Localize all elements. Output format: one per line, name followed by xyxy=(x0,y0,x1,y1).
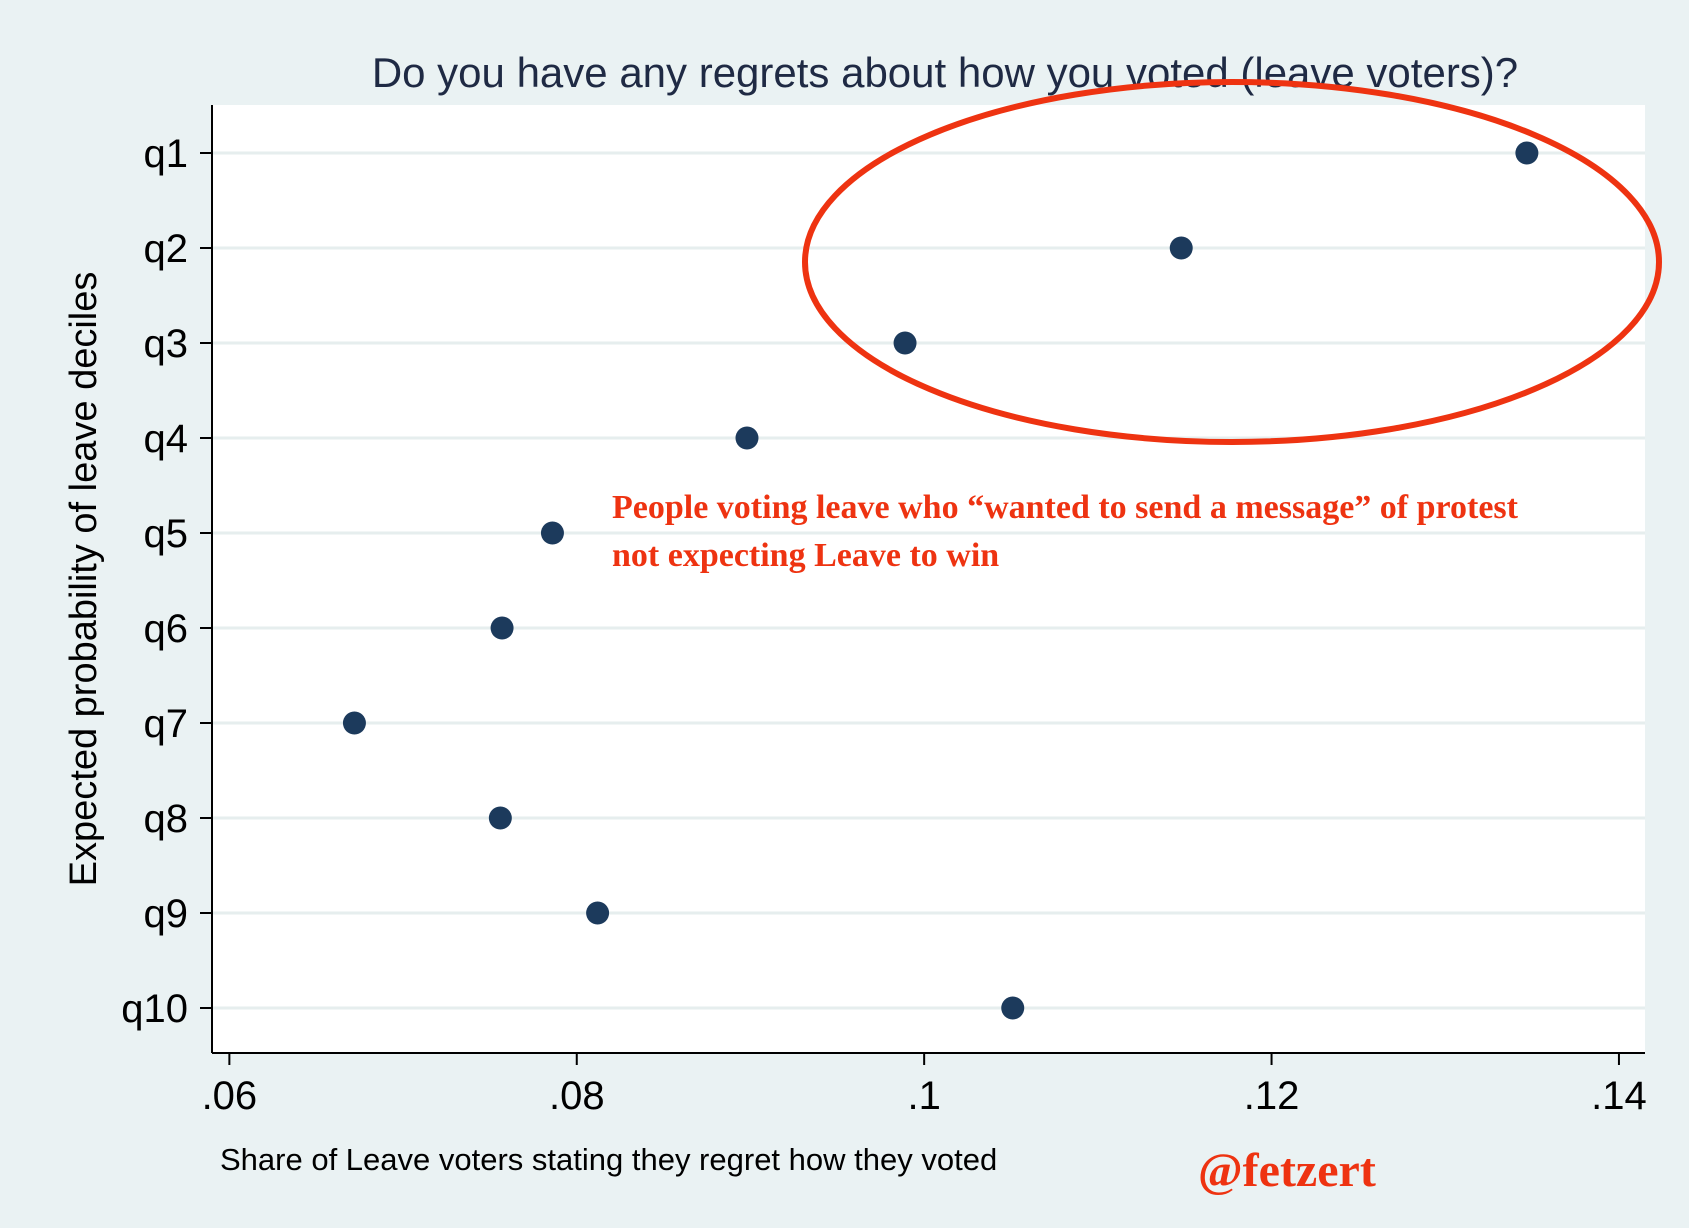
y-tick-label-q6: q6 xyxy=(144,607,189,651)
y-tick-label-q1: q1 xyxy=(144,132,189,176)
x-tick-label-.12: .12 xyxy=(1244,1074,1300,1118)
annotation-line-2: not expecting Leave to win xyxy=(612,537,999,574)
point-q4 xyxy=(735,426,759,450)
axes xyxy=(211,105,1645,1054)
point-q3 xyxy=(893,331,917,355)
annotation-line-1: People voting leave who “wanted to send … xyxy=(612,489,1519,526)
y-tick-label-q7: q7 xyxy=(144,702,189,746)
point-q9 xyxy=(586,901,610,925)
y-tick-label-q3: q3 xyxy=(144,322,189,366)
x-axis-label: Share of Leave voters stating they regre… xyxy=(220,1142,997,1177)
point-q10 xyxy=(1001,996,1025,1020)
x-tick-label-.06: .06 xyxy=(202,1074,258,1118)
y-ticks: q1 q2 q3 q4 q5 q6 q7 q8 q9 q10 xyxy=(121,132,212,1031)
x-tick-label-.14: .14 xyxy=(1591,1074,1647,1118)
y-tick-label-q8: q8 xyxy=(144,797,189,841)
y-tick-label-q4: q4 xyxy=(144,417,189,461)
x-tick-label-.08: .08 xyxy=(549,1074,605,1118)
gridlines xyxy=(212,151,1645,1010)
x-tick-label-.1: .1 xyxy=(907,1074,940,1118)
point-q1 xyxy=(1515,141,1539,165)
point-q8 xyxy=(488,806,512,830)
y-tick-label-q10: q10 xyxy=(121,987,188,1031)
credit-handle: @fetzert xyxy=(1198,1144,1376,1197)
data-points xyxy=(342,141,1539,1020)
y-axis-label: Expected probability of leave deciles xyxy=(63,272,105,887)
point-q6 xyxy=(490,616,514,640)
point-q5 xyxy=(540,521,564,545)
y-tick-label-q2: q2 xyxy=(144,227,189,271)
plot-area xyxy=(212,105,1645,1053)
y-tick-label-q9: q9 xyxy=(144,892,189,936)
highlight-ellipse xyxy=(802,79,1662,445)
point-q2 xyxy=(1169,236,1193,260)
y-tick-label-q5: q5 xyxy=(144,512,189,556)
point-q7 xyxy=(342,711,366,735)
x-ticks: .06 .08 .1 .12 .14 xyxy=(202,1053,1647,1118)
